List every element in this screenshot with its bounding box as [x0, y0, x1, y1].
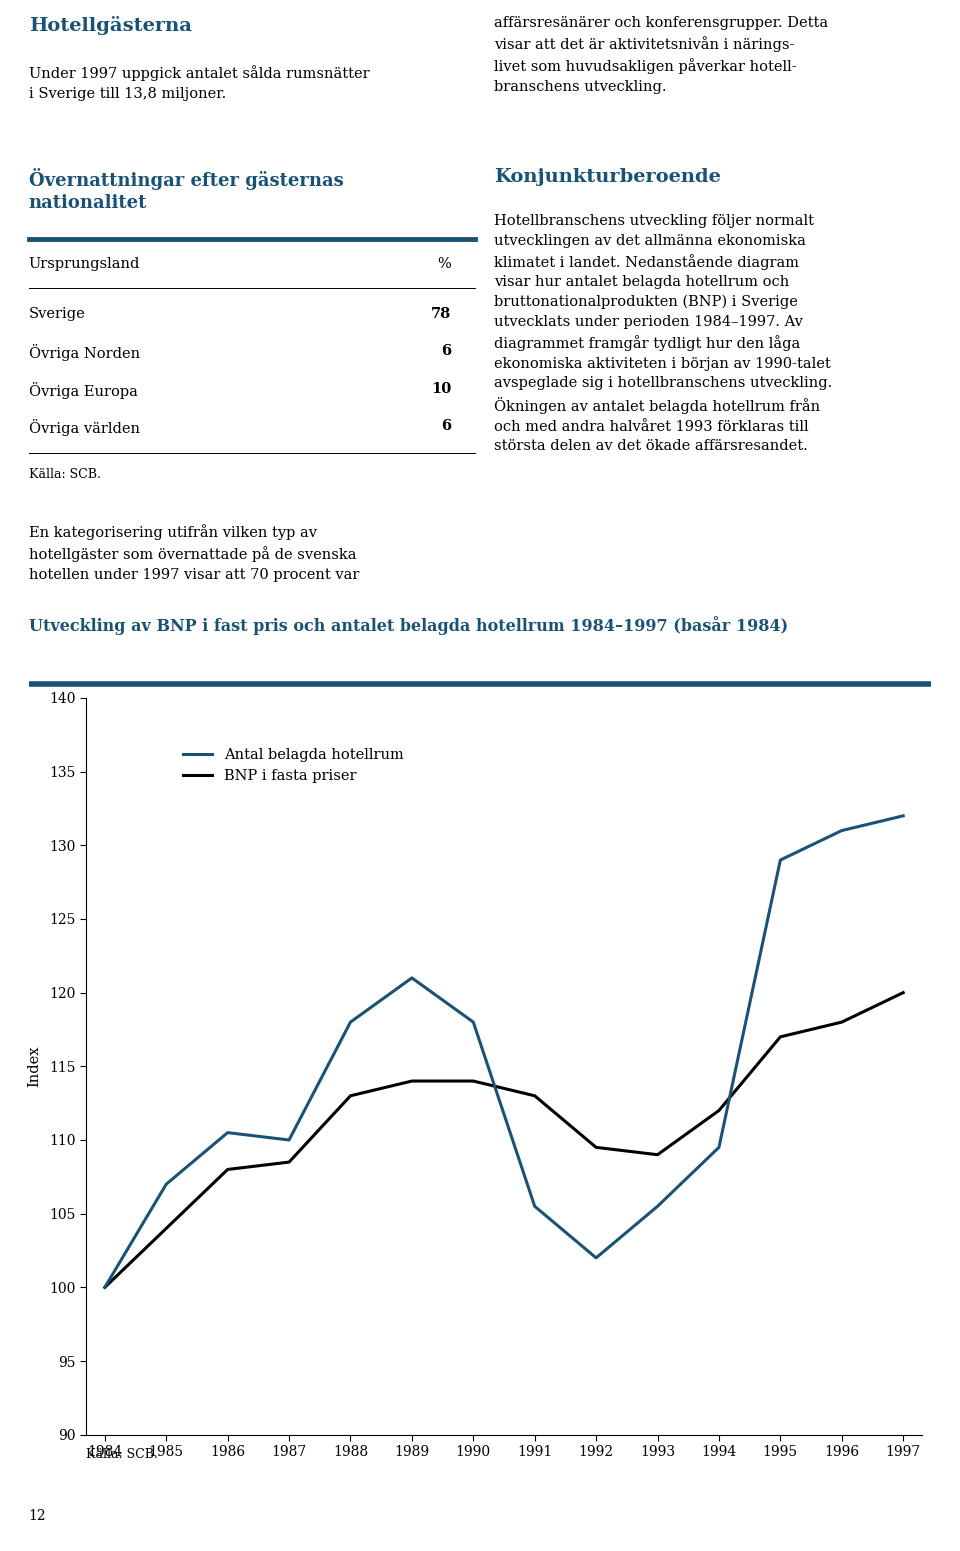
Text: En kategorisering utifrån vilken typ av
hotellgäster som övernattade på de svens: En kategorisering utifrån vilken typ av … [29, 524, 359, 582]
Text: Ursprungsland: Ursprungsland [29, 257, 140, 271]
Text: Källa: SCB.: Källa: SCB. [29, 468, 101, 481]
Text: Övriga Norden: Övriga Norden [29, 344, 140, 361]
Text: 12: 12 [29, 1509, 46, 1523]
Text: Hotellgästerna: Hotellgästerna [29, 16, 192, 34]
Text: affärsresänärer och konferensgrupper. Detta
visar att det är aktivitetsnivån i n: affärsresänärer och konferensgrupper. De… [494, 16, 828, 93]
Text: Under 1997 uppgick antalet sålda rumsnätter
i Sverige till 13,8 miljoner.: Under 1997 uppgick antalet sålda rumsnät… [29, 65, 370, 101]
Text: Källa: SCB.: Källa: SCB. [86, 1449, 158, 1461]
Text: Övernattningar efter gästernas
nationalitet: Övernattningar efter gästernas nationali… [29, 168, 344, 211]
Legend: Antal belagda hotellrum, BNP i fasta priser: Antal belagda hotellrum, BNP i fasta pri… [178, 741, 410, 789]
Text: 6: 6 [441, 419, 451, 433]
Text: 78: 78 [431, 307, 451, 321]
Text: Utveckling av BNP i fast pris och antalet belagda hotellrum 1984–1997 (basår 198: Utveckling av BNP i fast pris och antale… [29, 616, 788, 634]
Y-axis label: Index: Index [27, 1045, 41, 1087]
Text: 6: 6 [441, 344, 451, 358]
Text: Övriga Europa: Övriga Europa [29, 382, 137, 399]
Text: Övriga världen: Övriga världen [29, 419, 140, 436]
Text: Konjunkturberoende: Konjunkturberoende [494, 168, 721, 186]
Text: Sverige: Sverige [29, 307, 85, 321]
Text: %: % [438, 257, 451, 271]
Text: 10: 10 [431, 382, 451, 396]
Text: Hotellbranschens utveckling följer normalt
utvecklingen av det allmänna ekonomis: Hotellbranschens utveckling följer norma… [494, 214, 832, 453]
